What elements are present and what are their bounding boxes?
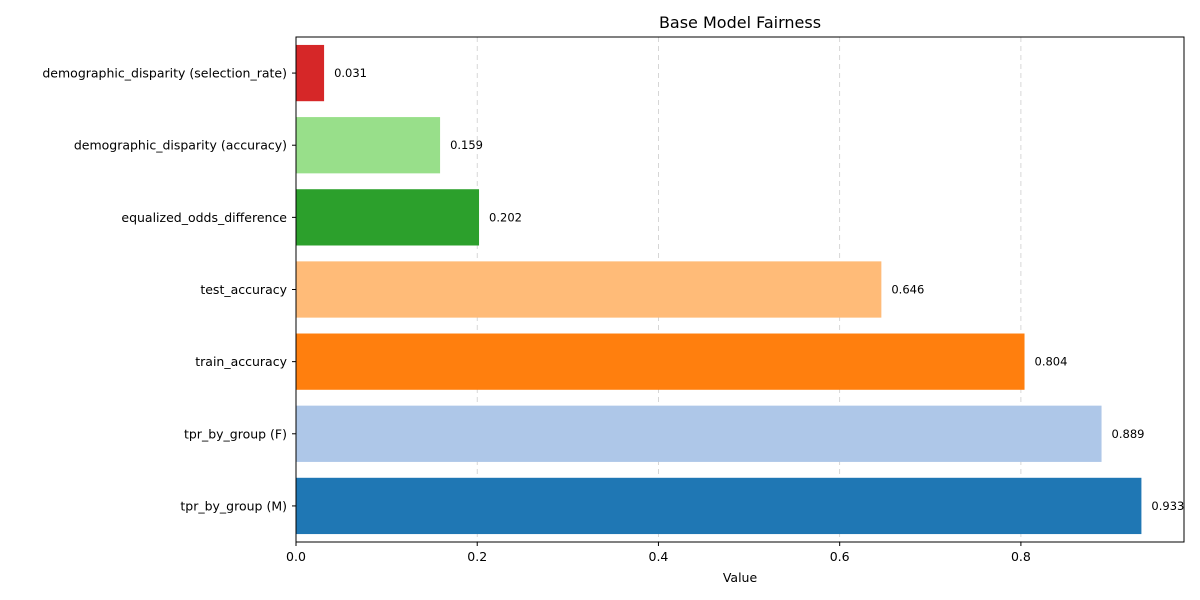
bar (296, 477, 1142, 535)
x-axis-ticks: 0.0 0.2 0.4 0.6 0.8 (286, 542, 1031, 564)
y-axis-ticks: tpr_by_group (M) tpr_by_group (F) train_ac… (42, 66, 296, 513)
x-tick-label: 0.0 (286, 549, 306, 564)
bar (296, 44, 325, 102)
y-tick-label: demographic_disparity (accuracy) (74, 138, 287, 153)
y-tick-label: test_accuracy (200, 282, 287, 297)
bar-value-label: 0.031 (334, 66, 367, 80)
bar-value-label: 0.804 (1035, 355, 1068, 369)
bar (296, 117, 441, 174)
bar (296, 261, 882, 318)
x-tick-label: 0.2 (467, 549, 487, 564)
bar-value-label: 0.646 (891, 283, 924, 297)
bar (296, 189, 480, 246)
y-tick-label: tpr_by_group (M) (180, 498, 287, 513)
bar (296, 405, 1102, 462)
chart-title: Base Model Fairness (659, 13, 821, 32)
y-tick-label: equalized_odds_difference (121, 210, 287, 225)
x-tick-label: 0.6 (830, 549, 850, 564)
bar-value-label: 0.202 (489, 210, 522, 224)
bar-value-labels: 0.933 0.889 0.804 0.646 0.202 0.159 0.031 (334, 66, 1184, 513)
y-tick-label: demographic_disparity (selection_rate) (42, 66, 287, 81)
bars (296, 44, 1142, 535)
bar-value-label: 0.889 (1112, 427, 1145, 441)
x-axis-label: Value (723, 570, 758, 585)
x-tick-label: 0.4 (649, 549, 669, 564)
bar-value-label: 0.159 (450, 138, 483, 152)
y-tick-label: train_accuracy (195, 354, 287, 369)
plot-frame (295, 36, 1185, 543)
bar-value-label: 0.933 (1151, 499, 1184, 513)
x-tick-label: 0.8 (1011, 549, 1031, 564)
y-tick-label: tpr_by_group (F) (184, 426, 287, 441)
bar (296, 333, 1025, 390)
